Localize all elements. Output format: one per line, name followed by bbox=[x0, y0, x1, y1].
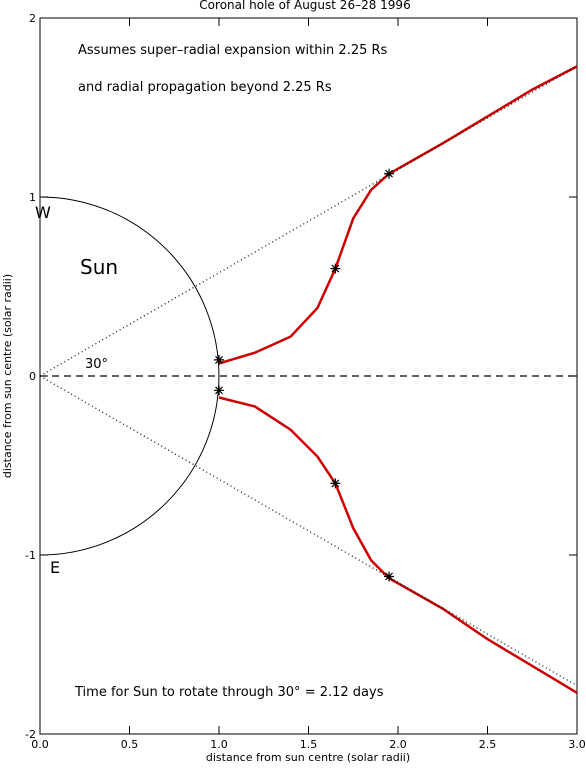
annotation: and radial propagation beyond 2.25 Rs bbox=[78, 80, 332, 95]
asterisk-marker bbox=[384, 168, 395, 179]
x-tick-label: 3.0 bbox=[568, 738, 586, 751]
asterisk-marker bbox=[214, 354, 224, 365]
x-tick-label: 1.0 bbox=[210, 738, 228, 751]
series-line bbox=[218, 396, 578, 694]
y-tick-label: 2 bbox=[29, 12, 36, 25]
annotation: Sun bbox=[80, 255, 118, 279]
y-tick-label: 1 bbox=[29, 191, 36, 204]
x-tick-label: 2.0 bbox=[389, 738, 407, 751]
y-axis-label: distance from sun centre (solar radii) bbox=[1, 274, 14, 478]
x-tick-label: 1.5 bbox=[300, 738, 318, 751]
x-axis-label: distance from sun centre (solar radii) bbox=[206, 751, 410, 764]
annotation: Assumes super–radial expansion within 2.… bbox=[78, 43, 388, 58]
y-tick-label: 0 bbox=[29, 370, 36, 383]
annotation: Time for Sun to rotate through 30° = 2.1… bbox=[74, 685, 384, 700]
annotation: E bbox=[50, 558, 60, 577]
annotation: W bbox=[35, 203, 51, 222]
asterisk-marker bbox=[214, 385, 224, 396]
asterisk-marker bbox=[330, 263, 341, 274]
annotation: 30° bbox=[85, 357, 108, 372]
series-line bbox=[218, 65, 578, 365]
y-tick-label: -1 bbox=[25, 549, 36, 562]
sun-outline bbox=[39, 196, 220, 556]
y-tick-label: -2 bbox=[25, 728, 36, 741]
x-tick-label: 0.5 bbox=[121, 738, 139, 751]
asterisk-marker bbox=[330, 478, 341, 489]
asterisk-marker bbox=[384, 571, 395, 582]
x-tick-label: 0.0 bbox=[31, 738, 49, 751]
series-line bbox=[39, 375, 578, 687]
series-line bbox=[39, 65, 578, 377]
chart-title: Coronal hole of August 26–28 1996 bbox=[199, 0, 410, 12]
x-tick-label: 2.5 bbox=[479, 738, 497, 751]
